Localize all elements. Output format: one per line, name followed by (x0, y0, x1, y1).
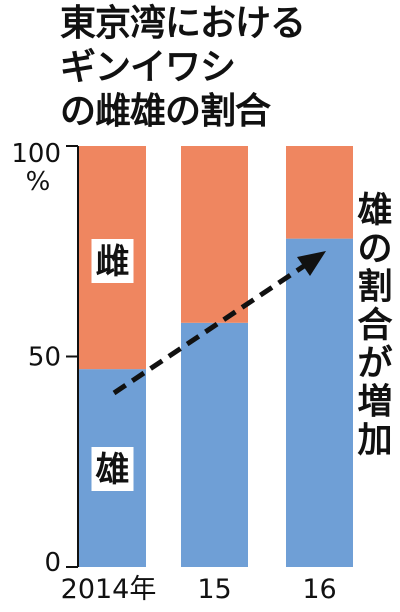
bar-male-2 (286, 238, 353, 567)
label-box-male (91, 447, 134, 491)
chart-title-line-1: 東京湾における (60, 3, 306, 44)
series-label-female: 雌 (96, 242, 130, 282)
trend-annotation: 雄の割合が増加 (357, 191, 392, 461)
y-tick-label-1: 50 (28, 343, 61, 373)
series-label-male: 雄 (96, 450, 130, 490)
annotation-group: 雌雄 雄の割合が増加 (91, 191, 393, 491)
chart-title-line-3: の雌雄の割合 (60, 91, 271, 132)
trend-arrow-head (297, 251, 326, 276)
y-tick-label-2: 100 (11, 139, 61, 169)
y-unit-label: % (26, 167, 51, 197)
x-axis: 2014年 15 16 (61, 574, 337, 605)
label-box-female (91, 239, 134, 283)
bar-male-1 (181, 322, 248, 567)
chart-title-line-2: ギンイワシ (60, 47, 236, 88)
trend-arrow-line (112, 257, 315, 396)
bar-female-2 (286, 146, 353, 239)
bar-female-1 (181, 146, 248, 323)
x-tick-label-2: 16 (302, 574, 336, 605)
y-tick-label-0: 0 (44, 548, 61, 578)
x-tick-label-1: 15 (197, 574, 231, 605)
x-tick-label-0: 2014年 (61, 574, 157, 605)
y-axis: 0 50 100% (11, 139, 79, 578)
bars-group (79, 146, 353, 567)
